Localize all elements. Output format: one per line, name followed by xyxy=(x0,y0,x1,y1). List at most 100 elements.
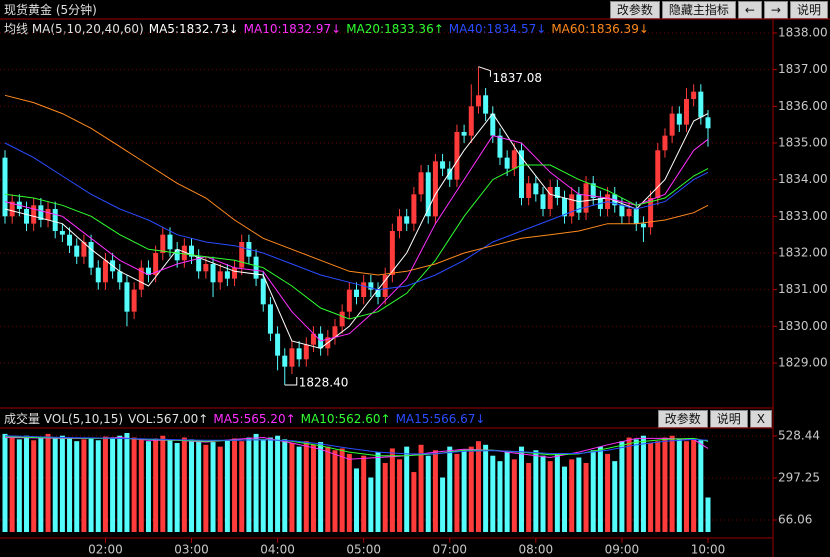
annotation-pointer xyxy=(478,66,491,77)
annotation-pointer xyxy=(284,376,298,386)
volume-bar xyxy=(468,446,474,532)
candle-body xyxy=(447,168,453,180)
legend-entry: MA10:1832.97↓ xyxy=(243,21,342,36)
volume-bar xyxy=(368,477,374,532)
candle-body xyxy=(174,249,180,261)
legend-entry: MA5:565.20↑ xyxy=(213,411,296,426)
ma-line xyxy=(4,164,709,320)
legend-entry: MA5:1832.73↓ xyxy=(148,21,239,36)
candle-body xyxy=(346,289,352,312)
candle-body xyxy=(554,186,560,198)
y-tick-label: 1836.00 xyxy=(778,99,828,113)
candle-body xyxy=(461,131,467,136)
x-tick-label: 05:00 xyxy=(346,543,381,557)
volume-bar xyxy=(124,432,130,532)
y-tick-label: 1835.00 xyxy=(778,135,828,149)
volume-bar xyxy=(110,438,116,532)
volume-bar xyxy=(497,461,503,532)
volume-bar xyxy=(325,446,331,532)
candle-body xyxy=(454,131,460,180)
volume-bar xyxy=(67,437,73,532)
candle-body xyxy=(440,161,446,169)
y-tick-label: 1832.00 xyxy=(778,245,828,259)
candle-body xyxy=(619,205,625,217)
candle-body xyxy=(160,234,166,253)
volume-bar xyxy=(318,442,324,532)
candle-body xyxy=(59,230,65,235)
candle-body xyxy=(375,289,381,297)
candle-body xyxy=(475,95,481,107)
candle-body xyxy=(691,91,697,99)
volume-bar xyxy=(597,446,603,532)
annotation-label: 1837.08 xyxy=(492,71,542,85)
candle-body xyxy=(310,333,316,345)
candle-body xyxy=(705,117,711,129)
volume-bar xyxy=(246,437,252,532)
ma-line xyxy=(4,135,709,342)
volume-bar xyxy=(612,461,618,532)
volume-bar xyxy=(511,459,517,532)
candle-body xyxy=(153,252,159,275)
legend-title: 成交量 VOL(5,10,15) xyxy=(4,412,124,426)
candle-body xyxy=(339,311,345,327)
volume-bar xyxy=(483,444,489,532)
volume-bar xyxy=(210,442,216,532)
candle-body xyxy=(67,234,73,246)
x-tick-label: 02:00 xyxy=(88,543,123,557)
candle-body xyxy=(253,256,259,279)
x-tick-label: 04:00 xyxy=(260,543,295,557)
volume-bar xyxy=(346,453,352,532)
legend-entry: MA20:1833.36↑ xyxy=(346,21,444,36)
candle-body xyxy=(203,263,209,272)
y-tick-label: 66.06 xyxy=(778,512,812,526)
volume-bar xyxy=(24,435,30,532)
candle-body xyxy=(239,241,245,268)
volume-bar xyxy=(232,438,238,532)
y-tick-label: 1830.00 xyxy=(778,319,828,333)
candle-body xyxy=(526,183,532,198)
volume-bar xyxy=(518,446,524,532)
candle-body xyxy=(540,194,546,209)
candle-body xyxy=(354,289,359,297)
volume-bar xyxy=(504,452,510,532)
volume-bar xyxy=(440,477,446,532)
volume-bar xyxy=(454,453,460,532)
candle-body xyxy=(382,274,388,297)
candle-body xyxy=(267,304,273,334)
x-tick-label: 03:00 xyxy=(174,543,209,557)
candle-body xyxy=(569,194,575,217)
candle-body xyxy=(432,161,438,217)
candle-body xyxy=(88,241,94,268)
candle-body xyxy=(275,333,281,356)
candle-body xyxy=(368,282,374,290)
candle-body xyxy=(332,326,338,338)
candle-body xyxy=(102,260,108,283)
volume-bar xyxy=(669,435,675,532)
y-tick-label: 1837.00 xyxy=(778,62,828,76)
volume-bar xyxy=(296,446,302,532)
candle-body xyxy=(289,348,295,367)
y-tick-label: 1834.00 xyxy=(778,172,828,186)
candle-body xyxy=(2,157,8,217)
candle-body xyxy=(640,223,646,228)
volume-bar xyxy=(389,448,395,532)
volume-bar xyxy=(562,466,568,532)
volume-bar xyxy=(590,450,596,532)
chart-title: 现货黄金 (5分钟) xyxy=(4,3,97,17)
volume-bar xyxy=(153,438,159,532)
volume-bar xyxy=(203,444,209,532)
volume-bar xyxy=(267,437,273,532)
volume-legend: 成交量 VOL(5,10,15) VOL:567.00↑ MA5:565.20↑ MA… xyxy=(4,409,774,428)
candle-body xyxy=(296,348,302,360)
volume-bar xyxy=(289,442,295,532)
volume-bar xyxy=(404,446,410,532)
candle-body xyxy=(303,344,309,360)
volume-bar xyxy=(655,441,661,532)
volume-bar xyxy=(131,437,137,532)
candle-body xyxy=(74,245,80,257)
candle-body xyxy=(145,267,151,275)
legend-entry: MA40:1834.57↓ xyxy=(448,21,547,36)
volume-bar xyxy=(2,433,8,532)
volume-bar xyxy=(583,462,589,532)
volume-bar xyxy=(59,435,65,532)
